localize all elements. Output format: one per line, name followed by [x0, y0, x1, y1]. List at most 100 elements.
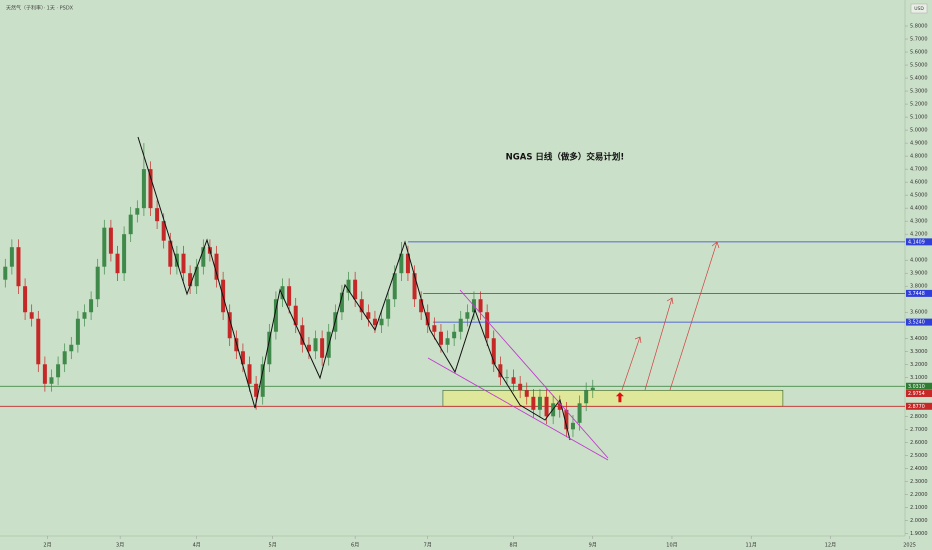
candle-body [313, 338, 318, 352]
candle-body [419, 299, 424, 313]
candle-body [3, 266, 8, 280]
candle-body [227, 312, 232, 339]
price-label: 2.9754 [908, 391, 925, 397]
y-tick-label: 3.2000 [910, 362, 928, 368]
y-tick-label: 3.6000 [910, 310, 928, 316]
target-arrow-head [634, 336, 642, 344]
candle-body [445, 338, 450, 345]
wedge-line [427, 357, 609, 461]
candle-body [214, 253, 219, 280]
candle-body [346, 279, 351, 293]
price-label: 3.0310 [908, 384, 925, 390]
up-arrow [615, 392, 624, 403]
candle-body [82, 312, 87, 319]
target-arrow [644, 297, 673, 391]
candle-body [293, 305, 298, 326]
y-tick-label: 3.3000 [910, 349, 928, 355]
candle-body [399, 253, 404, 274]
candle-body [564, 409, 569, 430]
y-tick-label: 2.2000 [910, 492, 928, 498]
y-tick-label: 2.1000 [910, 505, 928, 511]
candle-body [372, 318, 377, 326]
symbol-info: 天然气（子利率）· 1天 · PSDX [6, 5, 74, 12]
y-tick-label: 3.9000 [910, 271, 928, 277]
candle-body [273, 299, 278, 332]
candle-body [29, 312, 34, 319]
x-tick-label: 3月 [116, 543, 124, 549]
y-tick-label: 5.0000 [910, 128, 928, 134]
candle-body [432, 325, 437, 332]
x-tick-label: 10月 [666, 543, 677, 549]
x-tick-label: 2025 [903, 543, 916, 549]
candle-body [359, 299, 364, 313]
candle-body [36, 318, 41, 365]
candle-body [181, 253, 186, 274]
candle-body [458, 318, 463, 332]
candle-body [9, 247, 14, 267]
x-tick-label: 6月 [351, 543, 359, 549]
candle-body [122, 234, 127, 274]
currency: USD [914, 6, 924, 12]
candle-body [379, 318, 384, 326]
x-tick-label: 11月 [746, 543, 757, 549]
candle-body [584, 390, 589, 404]
candle-body [570, 422, 575, 430]
y-tick-label: 3.4000 [910, 336, 928, 342]
target-arrow [669, 241, 718, 391]
x-tick-label: 9月 [589, 543, 597, 549]
candle-body [537, 396, 542, 410]
candle-body [141, 169, 146, 209]
candle-body [115, 253, 120, 274]
y-tick-label: 4.8000 [910, 154, 928, 160]
candle-body [254, 383, 259, 397]
candle-body [425, 312, 430, 326]
candle-body [287, 286, 292, 306]
y-tick-label: 5.7000 [910, 37, 928, 43]
candle-body [155, 208, 160, 222]
y-tick-label: 5.1000 [910, 115, 928, 121]
y-tick-label: 5.6000 [910, 50, 928, 56]
y-tick-label: 5.4000 [910, 76, 928, 82]
chart-title: NGAS 日线（做多）交易计划! [506, 152, 625, 163]
candle-body [386, 299, 391, 319]
y-tick-label: 5.8000 [910, 24, 928, 30]
candle-body [240, 351, 245, 365]
y-tick-label: 5.3000 [910, 89, 928, 95]
candle-body [95, 266, 100, 300]
y-tick-label: 5.2000 [910, 102, 928, 108]
candle-body [201, 247, 206, 267]
y-tick-label: 3.1000 [910, 375, 928, 381]
price-label: 3.5240 [908, 320, 925, 326]
candle-body [280, 286, 285, 300]
candle-body [108, 227, 113, 254]
candle-body [42, 364, 47, 384]
x-tick-label: 2月 [43, 543, 51, 549]
candle-body [485, 312, 490, 339]
price-label-box [906, 389, 932, 397]
y-tick-label: 4.9000 [910, 141, 928, 147]
currency-box [910, 3, 928, 14]
candle-body [148, 169, 153, 209]
candle-body [557, 403, 562, 410]
candle-body [23, 286, 28, 313]
candle-body [392, 273, 397, 300]
candle-body [452, 331, 457, 339]
candle-body [590, 387, 595, 391]
y-tick-label: 4.4000 [910, 206, 928, 212]
y-tick-label: 4.7000 [910, 167, 928, 173]
candle-body [412, 273, 417, 300]
candle-body [89, 299, 94, 313]
candle-body [524, 390, 529, 397]
wedge-line [459, 289, 609, 459]
candle-body [498, 364, 503, 378]
candle-body [306, 344, 311, 352]
candle-body [161, 221, 166, 241]
x-tick-label: 8月 [509, 543, 517, 549]
price-label: 3.7448 [908, 291, 925, 297]
candle-body [102, 227, 107, 267]
candle-body [128, 214, 133, 235]
candle-body [465, 312, 470, 319]
candle-body [16, 247, 21, 287]
